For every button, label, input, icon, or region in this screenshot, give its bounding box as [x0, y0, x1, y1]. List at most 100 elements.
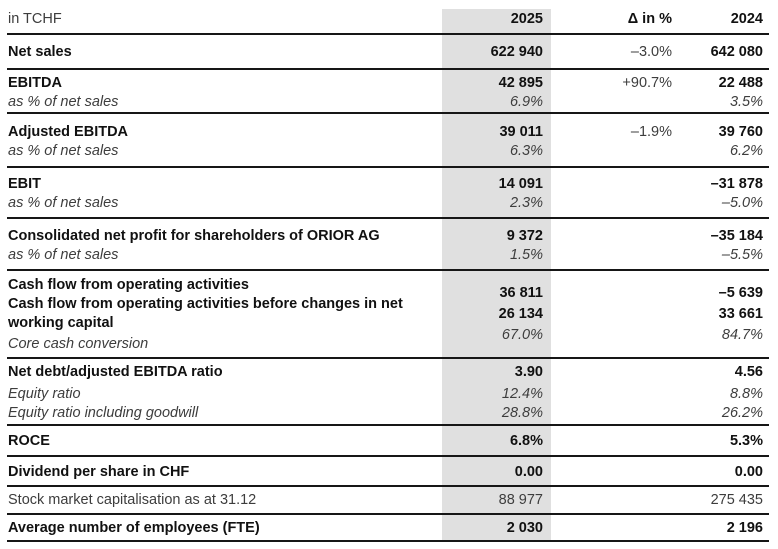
subvalue-delta	[551, 93, 678, 112]
row-label: Net debt/adjusted EBITDA ratio	[8, 364, 223, 380]
section-roce: ROCE 6.8% 5.3%	[7, 426, 769, 457]
value-2025: 88 977	[498, 492, 543, 508]
row-label: Net sales	[8, 44, 72, 60]
section-market-cap: Stock market capitalisation as at 31.12 …	[7, 487, 769, 515]
value-2024: 22 488	[718, 75, 763, 91]
value-2024: –35 184	[710, 228, 763, 244]
column-header-2024: 2024	[730, 11, 763, 27]
value-2025: 2 030	[506, 520, 543, 536]
subvalue-2024: 6.2%	[729, 142, 763, 159]
value-delta	[551, 276, 678, 354]
value-delta	[551, 175, 678, 194]
subvalue-2024: 26.2%	[721, 405, 763, 421]
column-header-2025: 2025	[510, 11, 543, 27]
section-employees: Average number of employees (FTE) 2 030 …	[7, 515, 769, 542]
table-row: Cash flow from operating activities Cash…	[7, 276, 769, 354]
value-2025: 0.00	[514, 464, 543, 480]
table-row: Consolidated net profit for shareholders…	[7, 227, 769, 246]
subvalue-2024: 8.8%	[729, 386, 763, 402]
row-label: Adjusted EBITDA	[8, 124, 129, 140]
column-header-delta: Δ in %	[627, 11, 672, 27]
subvalue-2024: –5.0%	[721, 194, 763, 211]
value-2024: 0.00	[734, 464, 763, 480]
value-2025: 36 811	[499, 285, 543, 301]
value-delta	[551, 519, 678, 538]
section-ebitda: EBITDA 42 895 +90.7% 22 488 as % of net …	[7, 70, 769, 114]
subvalue-2025: 12.4%	[501, 386, 543, 402]
subvalue-2025: 28.8%	[501, 405, 543, 421]
row-label: Stock market capitalisation as at 31.12	[8, 492, 257, 508]
table-row: EBITDA 42 895 +90.7% 22 488	[7, 74, 769, 93]
value-2025: 14 091	[498, 176, 543, 192]
table-subrow: Equity ratio 12.4% 8.8%	[7, 385, 769, 404]
table-header: in TCHF 2025 Δ in % 2024	[7, 0, 769, 35]
subvalue-2024: 3.5%	[729, 93, 763, 110]
value-delta: –1.9%	[630, 124, 672, 140]
section-net-sales: Net sales 622 940 –3.0% 642 080	[7, 35, 769, 70]
value-delta	[551, 227, 678, 246]
value-2024: 39 760	[718, 124, 763, 140]
subvalue-delta	[551, 142, 678, 161]
key-figures-table: in TCHF 2025 Δ in % 2024 Net sales 622 9…	[7, 0, 769, 542]
value-2025: 9 372	[506, 228, 543, 244]
highlight-column-band	[442, 9, 551, 542]
value-2024: 4.56	[734, 364, 763, 380]
subvalue-2025: 2.3%	[509, 194, 543, 211]
subvalue-2024: –5.5%	[721, 246, 763, 263]
table-subrow: as % of net sales 2.3% –5.0%	[7, 194, 769, 213]
value-2024: 33 661	[718, 306, 763, 322]
row-label-group: Cash flow from operating activities Cash…	[7, 276, 442, 354]
subvalue-2025: 6.3%	[509, 142, 543, 159]
unit-label: in TCHF	[8, 11, 62, 27]
row-label: EBITDA	[8, 75, 62, 91]
table-row: Dividend per share in CHF 0.00 0.00	[7, 463, 769, 482]
value-2024: –31 878	[710, 176, 763, 192]
section-cash-flow: Cash flow from operating activities Cash…	[7, 271, 769, 359]
table-row: Stock market capitalisation as at 31.12 …	[7, 491, 769, 510]
subvalue-delta	[551, 246, 678, 265]
value-delta	[551, 491, 678, 510]
value-delta: +90.7%	[622, 75, 672, 91]
row-label: Cash flow from operating activities befo…	[8, 296, 403, 331]
table-row: Net sales 622 940 –3.0% 642 080	[7, 43, 769, 62]
subvalue-2024: 84.7%	[721, 327, 763, 343]
subvalue-2025: 1.5%	[509, 246, 543, 263]
row-sublabel: Core cash conversion	[8, 336, 149, 352]
row-sublabel: Equity ratio including goodwill	[8, 405, 199, 421]
row-label: EBIT	[8, 176, 42, 192]
row-label: ROCE	[8, 433, 50, 449]
table-row: Adjusted EBITDA 39 011 –1.9% 39 760	[7, 123, 769, 142]
row-sublabel: as % of net sales	[8, 142, 119, 159]
section-ebit: EBIT 14 091 –31 878 as % of net sales 2.…	[7, 168, 769, 219]
section-net-profit: Consolidated net profit for shareholders…	[7, 219, 769, 271]
row-label: Cash flow from operating activities	[8, 277, 249, 293]
value-2025: 622 940	[490, 44, 543, 60]
value-2025-group: 36 811 26 134 67.0%	[442, 283, 551, 354]
value-delta	[551, 363, 678, 382]
value-2025: 3.90	[514, 364, 543, 380]
section-adjusted-ebitda: Adjusted EBITDA 39 011 –1.9% 39 760 as %…	[7, 114, 769, 168]
value-2025: 26 134	[498, 306, 543, 322]
subvalue-delta	[551, 404, 678, 423]
table-row: EBIT 14 091 –31 878	[7, 175, 769, 194]
equity-ratio-group: Equity ratio 12.4% 8.8% Equity ratio inc…	[7, 385, 769, 423]
row-sublabel: as % of net sales	[8, 93, 119, 110]
value-2025: 39 011	[499, 124, 543, 140]
value-2024: 2 196	[726, 520, 763, 536]
table-subrow: as % of net sales 6.9% 3.5%	[7, 93, 769, 112]
value-delta	[551, 432, 678, 451]
section-dividend: Dividend per share in CHF 0.00 0.00	[7, 457, 769, 487]
value-2024: 642 080	[710, 44, 763, 60]
row-sublabel: as % of net sales	[8, 194, 119, 211]
table-row: in TCHF 2025 Δ in % 2024	[7, 10, 769, 29]
value-2024: 275 435	[710, 492, 763, 508]
value-delta	[551, 463, 678, 482]
row-label: Average number of employees (FTE)	[8, 520, 260, 536]
table-subrow: as % of net sales 1.5% –5.5%	[7, 246, 769, 265]
row-label: Dividend per share in CHF	[8, 464, 190, 480]
section-net-debt: Net debt/adjusted EBITDA ratio 3.90 4.56…	[7, 359, 769, 426]
table-row: ROCE 6.8% 5.3%	[7, 432, 769, 451]
subvalue-delta	[551, 194, 678, 213]
row-label: Consolidated net profit for shareholders…	[8, 228, 380, 244]
value-delta: –3.0%	[630, 44, 672, 60]
